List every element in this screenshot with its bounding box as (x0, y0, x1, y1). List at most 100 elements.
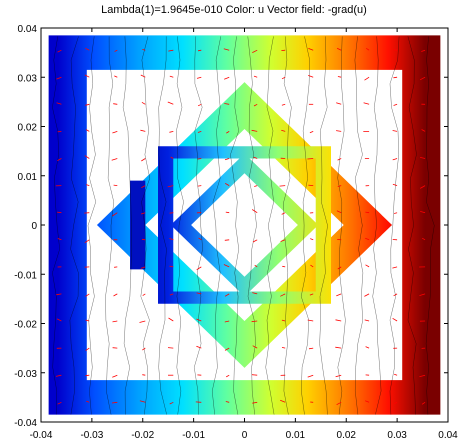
vector-arrow (393, 212, 398, 214)
x-tick-label: 0.02 (337, 430, 357, 441)
center-diamond-region (170, 153, 319, 297)
x-tick-label: 0 (242, 430, 248, 441)
vector-arrow (422, 237, 426, 241)
vector-arrow (197, 103, 202, 107)
left-strip-region (130, 180, 146, 270)
vector-arrow (281, 76, 286, 80)
vector-arrow (224, 103, 230, 105)
vector-arrow (336, 210, 342, 214)
y-axis: 0.04 0.03 0.02 0.01 0 -0.01 -0.02 -0.03 -0.04 (14, 24, 448, 429)
vector-arrow (197, 49, 202, 52)
vector-arrow (421, 401, 426, 405)
vector-arrow (226, 374, 230, 378)
vector-arrow (420, 185, 426, 189)
vector-arrow (198, 237, 202, 241)
vector-arrow (252, 345, 258, 349)
vector-arrow (139, 400, 146, 403)
vector-arrow (168, 49, 174, 52)
vector-arrow (57, 211, 62, 214)
vector-arrow (141, 101, 146, 105)
contour-line (211, 36, 222, 415)
contour-line (105, 36, 115, 415)
y-tick-label: 0.04 (18, 24, 38, 35)
contour-line (122, 36, 133, 415)
vector-arrow (393, 293, 398, 297)
y-tick-label: -0.04 (14, 418, 37, 429)
vector-arrow (224, 158, 230, 161)
vector-arrow (336, 102, 342, 105)
vector-arrow (142, 49, 146, 51)
vector-arrow (141, 185, 146, 189)
vector-arrow (112, 320, 118, 323)
x-tick-label: -0.03 (80, 430, 103, 441)
vector-arrow (224, 239, 230, 241)
vector-arrow (420, 157, 426, 159)
vector-arrow (308, 75, 314, 78)
vector-arrow (335, 319, 342, 322)
vector-arrow (365, 346, 370, 349)
vector-arrow (140, 74, 146, 78)
vector-arrow (196, 76, 202, 79)
vector-arrow (336, 47, 342, 51)
contour-line (140, 36, 151, 415)
vector-arrow (394, 401, 398, 404)
vector-arrow (85, 48, 90, 51)
contour-line (176, 36, 184, 415)
vector-arrow (251, 320, 258, 323)
vector-arrow (223, 48, 230, 51)
vector-arrow (419, 374, 426, 378)
vector-arrow (251, 374, 258, 376)
vector-arrow (224, 76, 230, 80)
vector-arrow (365, 237, 370, 241)
contour-line (69, 36, 79, 415)
vector-arrow (142, 374, 146, 376)
y-tick-label: -0.01 (14, 270, 37, 281)
contour-line (389, 36, 400, 415)
y-tick-label: 0.03 (18, 73, 38, 84)
contour-line (337, 36, 346, 415)
vector-arrow (84, 239, 90, 244)
vector-arrow (392, 317, 398, 322)
vector-arrow (335, 374, 342, 378)
vector-arrow (254, 185, 258, 187)
vector-arrow (168, 317, 174, 322)
vector-arrow (224, 293, 230, 297)
domain-region (48, 35, 441, 415)
vector-arrow (309, 131, 314, 134)
vector-arrow (251, 129, 258, 132)
vector-arrow (170, 156, 174, 159)
vector-arrow (85, 347, 90, 351)
vector-arrow (336, 401, 342, 406)
x-tick-label: -0.04 (30, 430, 53, 441)
vector-arrow (394, 373, 398, 376)
y-tick-label: 0 (31, 221, 37, 232)
x-axis: -0.04 -0.03 -0.02 -0.01 0 0.01 0.02 0.03 0.04 (30, 28, 458, 441)
vector-arrow (336, 293, 342, 297)
vector-arrow (307, 319, 314, 322)
vector-arrow (252, 401, 258, 404)
contour-line (87, 36, 97, 415)
vector-arrow (393, 49, 398, 51)
vector-arrow (337, 76, 342, 78)
vector-arrow (140, 212, 146, 215)
vector-arrow (167, 101, 174, 105)
vector-arrow (337, 266, 342, 270)
vector-arrow (169, 265, 174, 268)
vector-arrow (252, 49, 258, 53)
x-tick-label: -0.02 (131, 430, 154, 441)
vector-arrow (197, 158, 202, 160)
vector-arrow (419, 293, 426, 296)
vector-arrow (392, 183, 398, 186)
vector-arrow (56, 102, 62, 105)
vector-arrow (86, 400, 90, 403)
x-tick-label: 0.03 (387, 430, 407, 441)
contour-line (230, 36, 240, 415)
vector-arrow (364, 293, 370, 297)
y-tick-label: -0.02 (14, 320, 37, 331)
vector-arrow (141, 238, 146, 241)
vector-arrow (364, 76, 370, 81)
vector-arrow (281, 212, 286, 215)
vector-arrow (281, 129, 286, 132)
vector-arrow (57, 238, 62, 241)
contour-line (52, 36, 60, 415)
